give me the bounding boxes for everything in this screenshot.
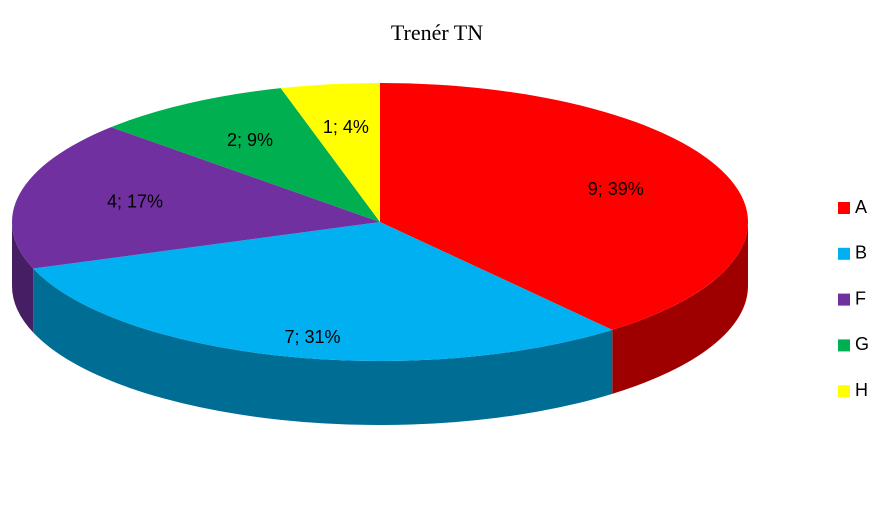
legend-label: A	[855, 197, 867, 217]
data-label: 7; 31%	[284, 327, 340, 347]
slice	[111, 88, 380, 222]
legend-swatch	[838, 202, 850, 214]
slice	[280, 83, 380, 222]
legend-label: H	[855, 380, 868, 400]
legend-label: G	[855, 334, 869, 354]
legend-swatch	[838, 293, 850, 306]
slice-side	[33, 268, 613, 425]
data-label: 9; 39%	[588, 179, 644, 199]
slice-side	[12, 222, 34, 333]
data-label: 2; 9%	[227, 130, 273, 150]
data-label: 1; 4%	[323, 117, 369, 137]
slice	[33, 222, 613, 361]
legend-label: F	[855, 288, 866, 308]
slice	[11, 127, 381, 269]
slice	[380, 83, 749, 330]
slice-side	[612, 222, 748, 394]
legend-label: B	[855, 243, 867, 263]
legend-swatch	[838, 339, 850, 352]
data-label: 4; 17%	[107, 192, 163, 212]
legend-swatch	[838, 247, 850, 260]
chart-title: Trenér TN	[391, 20, 483, 45]
legend-swatch	[838, 385, 850, 398]
